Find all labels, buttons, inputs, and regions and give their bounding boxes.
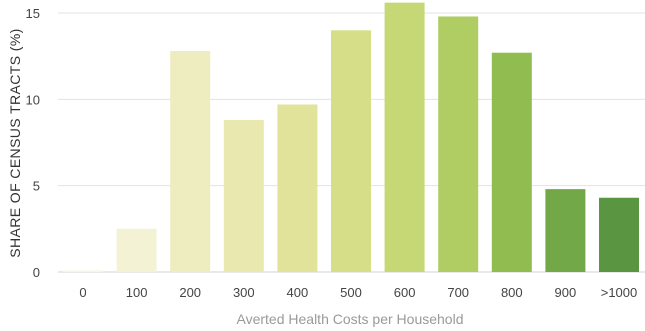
bar-2 (116, 228, 157, 272)
y-axis-title: SHARE OF CENSUS TRACTS (%) (7, 28, 23, 258)
x-tick-label: 400 (287, 285, 309, 300)
bar-9 (491, 52, 532, 272)
bar-3 (170, 50, 211, 273)
y-tick-label: 10 (26, 92, 40, 107)
bar-4 (223, 120, 264, 272)
x-tick-label: 0 (79, 285, 86, 300)
x-tick-label: 300 (233, 285, 255, 300)
x-tick-label: >1000 (601, 285, 638, 300)
y-tick-label: 15 (26, 6, 40, 21)
x-tick-label: 700 (447, 285, 469, 300)
y-tick-label: 0 (33, 265, 40, 280)
x-tick-label: 600 (394, 285, 416, 300)
bar-5 (277, 104, 318, 272)
bar-7 (384, 2, 425, 272)
y-tick-label: 5 (33, 179, 40, 194)
bar-8 (438, 16, 479, 272)
x-tick-label: 100 (126, 285, 148, 300)
bar-1 (63, 270, 103, 272)
x-tick-label: 800 (501, 285, 523, 300)
bar-11 (599, 197, 639, 272)
y-axis-ticks: 0 5 10 15 (26, 6, 40, 280)
x-axis-title: Averted Health Costs per Household (237, 311, 464, 327)
bar-6 (331, 30, 371, 273)
x-tick-label: 900 (555, 285, 577, 300)
x-tick-label: 200 (179, 285, 201, 300)
bars (63, 2, 639, 273)
bar-10 (545, 189, 586, 272)
x-tick-label: 500 (340, 285, 362, 300)
x-axis-ticks: 0 100 200 300 400 500 600 700 800 900 >1000 (79, 285, 637, 300)
